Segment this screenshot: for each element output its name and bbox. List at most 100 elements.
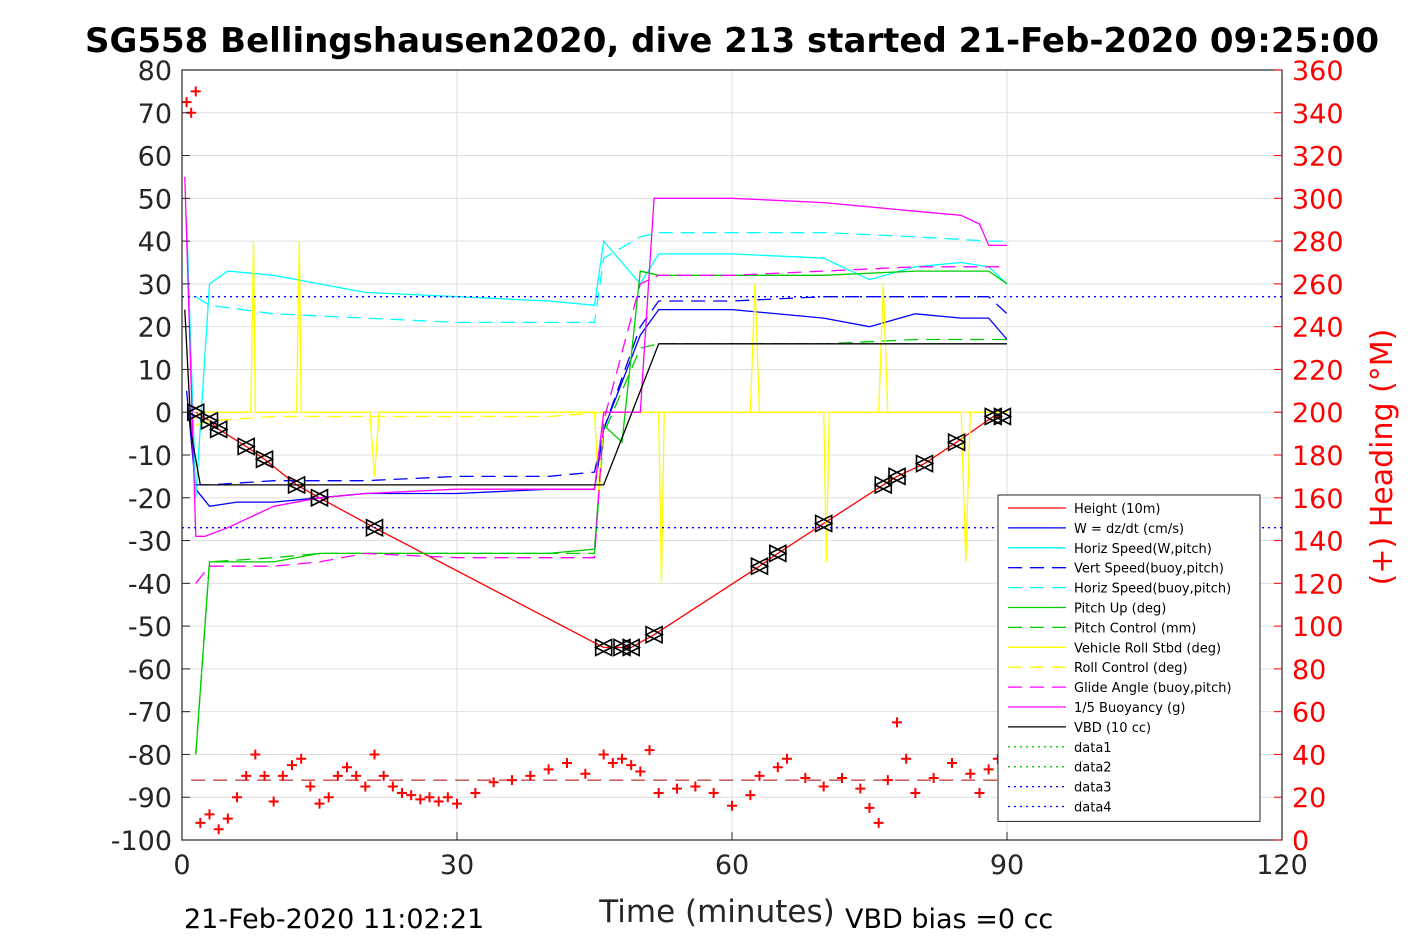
triangle-marker xyxy=(593,638,613,657)
triangle-marker xyxy=(185,402,205,422)
y-right-tick-label: 200 xyxy=(1292,398,1344,429)
heading-point xyxy=(190,86,201,97)
heading-point xyxy=(974,787,985,798)
heading-point xyxy=(277,770,288,781)
heading-point xyxy=(232,792,242,803)
chart-title: SG558 Bellingshausen2020, dive 213 start… xyxy=(85,21,1379,61)
triangle-marker xyxy=(983,407,1003,426)
heading-point xyxy=(181,97,192,108)
heading-point xyxy=(305,781,316,792)
series-line-10 xyxy=(184,176,1007,537)
legend-label: data4 xyxy=(1074,801,1112,816)
legend-label: Horiz Speed(buoy,pitch) xyxy=(1074,582,1231,597)
heading-point xyxy=(415,794,426,805)
triangle-marker xyxy=(364,518,384,538)
heading-point xyxy=(424,792,435,803)
heading-point xyxy=(433,796,444,807)
heading-point xyxy=(818,781,829,792)
y-right-tick-label: 60 xyxy=(1292,698,1326,729)
y-tick-label: -70 xyxy=(128,698,172,729)
y-right-tick-label: 220 xyxy=(1292,355,1344,386)
heading-point xyxy=(470,787,481,798)
y-tick-label: 40 xyxy=(138,227,172,258)
triangle-marker xyxy=(768,544,787,563)
y-right-tick-label: 340 xyxy=(1292,99,1344,130)
triangle-marker xyxy=(946,432,966,452)
series-line-6 xyxy=(195,338,1007,755)
triangle-marker xyxy=(208,420,228,439)
y-tick-label: -60 xyxy=(128,655,172,686)
heading-point xyxy=(351,770,362,781)
heading-point xyxy=(800,772,811,783)
legend-label: data2 xyxy=(1074,761,1112,776)
x-tick-label: 60 xyxy=(715,850,749,881)
y-right-tick-label: 260 xyxy=(1292,270,1344,301)
triangle-marker xyxy=(286,475,306,495)
heading-point xyxy=(901,753,912,764)
y-tick-label: 30 xyxy=(138,270,172,301)
legend: Height (10m) W = dz/dt (cm/s) Horiz Speed(… xyxy=(997,494,1261,822)
y-right-tick-label: 160 xyxy=(1292,484,1344,515)
heading-point xyxy=(562,758,572,768)
x-tick-label: 120 xyxy=(1256,850,1308,881)
heading-point xyxy=(947,758,957,768)
legend-label: Pitch Up (deg) xyxy=(1074,602,1166,617)
y-right-tick-label: 100 xyxy=(1292,612,1344,643)
heading-point xyxy=(635,766,646,777)
triangle-marker xyxy=(873,475,893,495)
heading-point xyxy=(406,790,417,801)
height-triangle-markers xyxy=(185,402,1013,657)
legend-label: Height (10m) xyxy=(1074,502,1160,517)
y-tick-label: 80 xyxy=(138,56,172,87)
heading-point xyxy=(782,753,792,764)
heading-point xyxy=(296,753,307,764)
heading-point xyxy=(378,770,389,781)
heading-point xyxy=(837,772,847,783)
heading-point xyxy=(507,775,517,786)
series-line-11 xyxy=(184,309,1007,486)
heading-point xyxy=(873,817,884,828)
triangle-marker xyxy=(236,437,255,456)
x-tick-label: 0 xyxy=(173,850,190,881)
x-tick-label: 30 xyxy=(440,850,474,881)
legend-label: Glide Angle (buoy,pitch) xyxy=(1074,681,1232,696)
y-tick-label: 50 xyxy=(138,184,172,215)
triangle-marker xyxy=(992,407,1012,426)
heading-point xyxy=(387,781,398,792)
heading-point xyxy=(892,717,902,728)
y-right-tick-label: 360 xyxy=(1292,56,1344,87)
heading-point xyxy=(323,792,334,803)
heading-point xyxy=(580,768,591,779)
y-tick-label: 70 xyxy=(138,99,172,130)
heading-point xyxy=(983,764,994,775)
heading-point xyxy=(626,760,637,771)
series-line-1 xyxy=(185,308,1008,507)
heading-point xyxy=(488,777,499,788)
y-tick-label: -90 xyxy=(128,783,172,814)
series-line-2 xyxy=(185,219,1008,498)
heading-point xyxy=(855,783,866,794)
heading-point xyxy=(287,760,297,771)
y-right-tick-label: 120 xyxy=(1292,569,1344,600)
heading-point xyxy=(708,787,719,798)
heading-point xyxy=(965,768,976,779)
y-tick-label: -50 xyxy=(128,612,172,643)
y-right-tick-label: 180 xyxy=(1292,441,1344,472)
y-tick-label: 20 xyxy=(138,313,172,344)
legend-label: W = dz/dt (cm/s) xyxy=(1074,522,1184,537)
heading-point xyxy=(754,770,765,781)
y-right-tick-label: 0 xyxy=(1292,826,1309,857)
heading-point xyxy=(598,749,609,760)
triangle-marker xyxy=(644,625,663,644)
y-tick-label: 60 xyxy=(138,142,172,173)
triangle-marker xyxy=(749,556,769,576)
triangle-marker xyxy=(887,467,906,486)
legend-label: Roll Control (deg) xyxy=(1074,661,1188,676)
footer-vbd-bias: VBD bias =0 cc xyxy=(845,904,1053,935)
triangle-marker xyxy=(309,488,329,508)
heading-point xyxy=(360,781,371,792)
x-tick-label: 90 xyxy=(990,850,1024,881)
heading-point xyxy=(653,787,664,798)
heading-point xyxy=(213,824,224,835)
